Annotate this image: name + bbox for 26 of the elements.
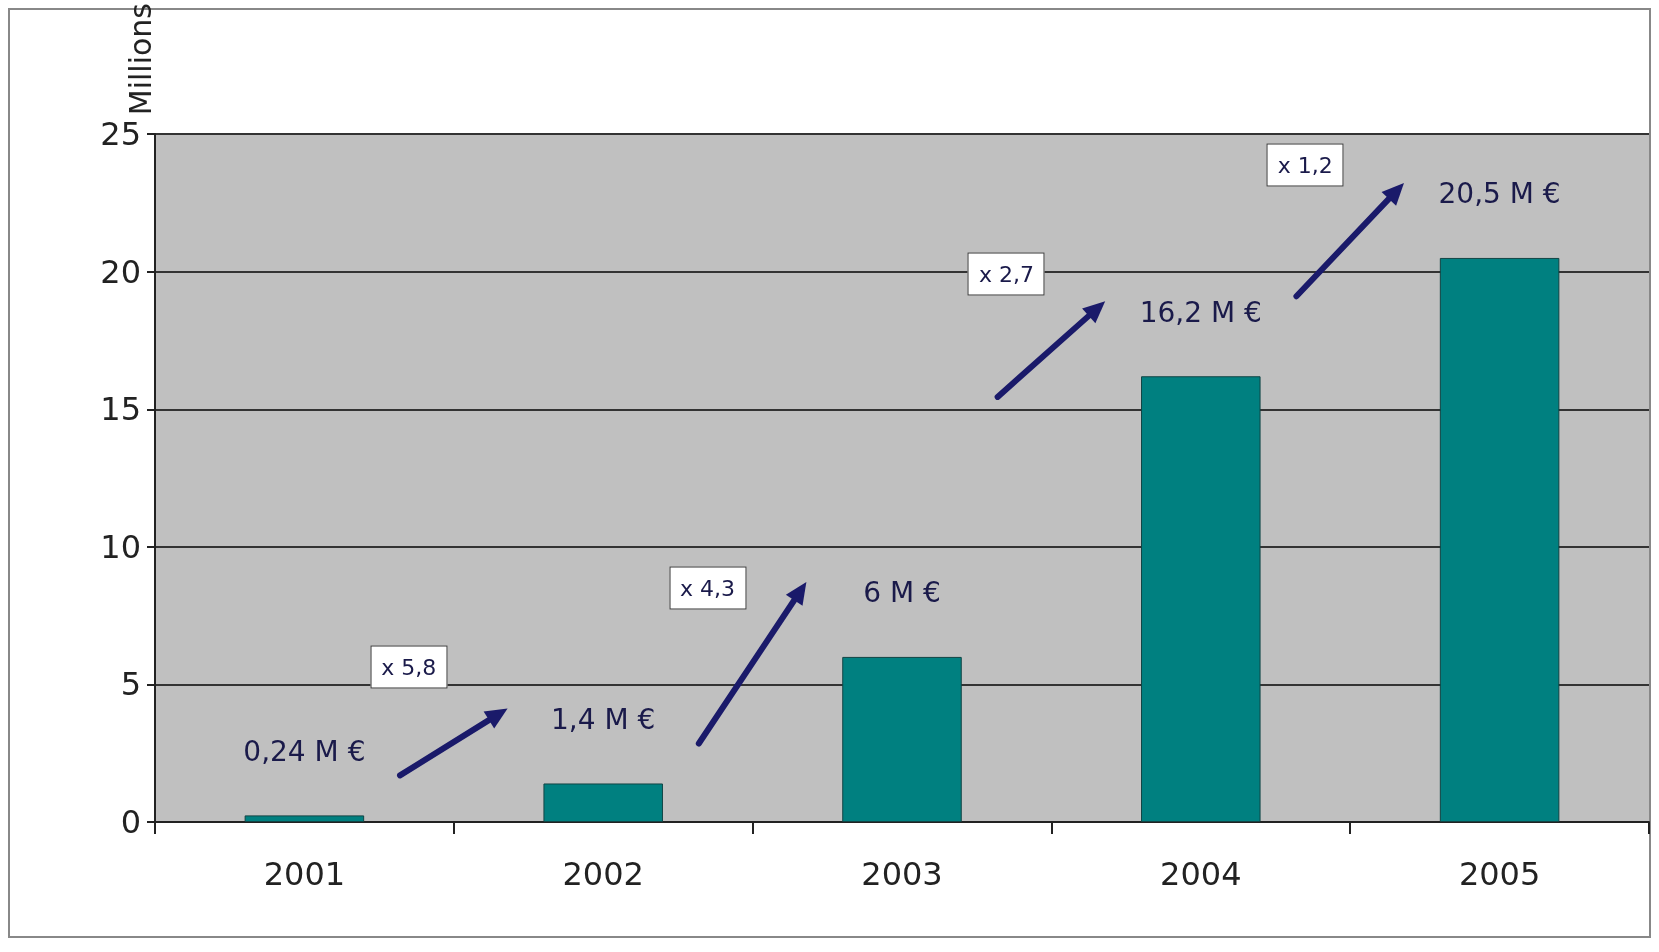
y-axis-title: Millions — [122, 3, 158, 116]
y-tick-label: 20 — [100, 252, 141, 291]
x-tick-label: 2002 — [562, 855, 644, 893]
bar — [1141, 376, 1261, 822]
annotation: x 2,7 — [967, 252, 1045, 296]
y-tick-label: 10 — [100, 527, 141, 566]
annotation: x 1,2 — [1266, 143, 1344, 187]
x-tick-label: 2004 — [1160, 855, 1242, 893]
annotation: x 4,3 — [669, 566, 747, 610]
x-tick-label: 2003 — [861, 855, 943, 893]
y-tick-label: 0 — [120, 803, 141, 841]
data-label: 1,4 M € — [551, 702, 656, 736]
bar — [842, 656, 962, 822]
bar — [244, 815, 365, 822]
y-tick-label: 15 — [100, 390, 141, 429]
y-tick-label: 25 — [100, 115, 141, 154]
data-label: 6 M € — [863, 576, 941, 610]
bar — [1439, 257, 1560, 822]
x-tick-label: 2005 — [1458, 855, 1541, 893]
y-tick-label: 5 — [120, 665, 141, 704]
data-label: 20,5 M € — [1438, 177, 1561, 211]
annotation: x 5,8 — [370, 645, 448, 689]
x-tick-label: 2001 — [263, 855, 346, 893]
data-label: 0,24 M € — [243, 734, 366, 768]
data-label: 16,2 M € — [1139, 295, 1262, 329]
bar — [543, 783, 663, 822]
